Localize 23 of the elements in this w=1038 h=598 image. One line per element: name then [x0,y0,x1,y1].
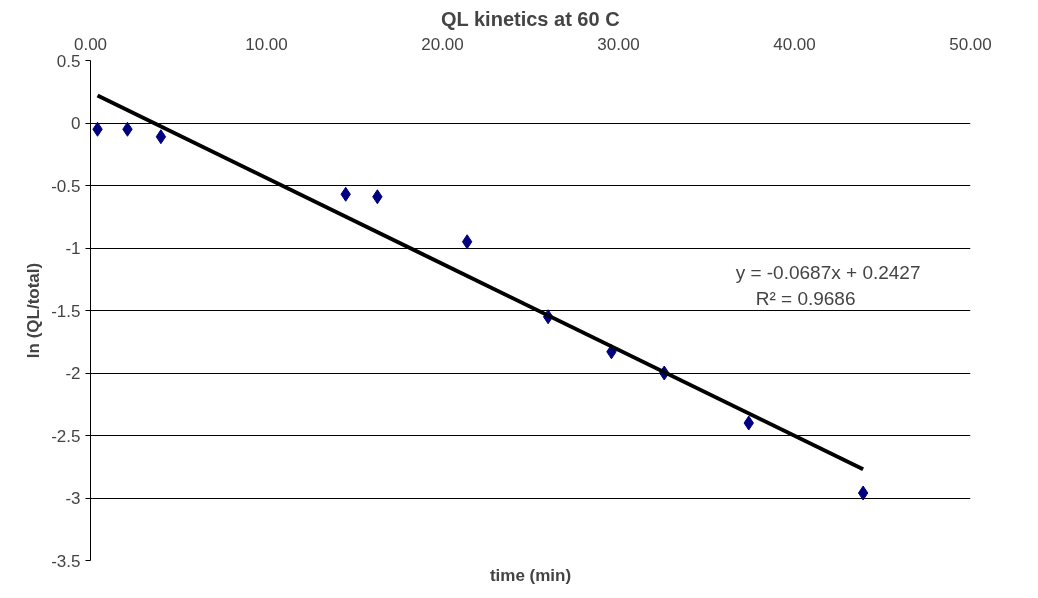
y-tick-label: -2 [65,364,81,383]
x-tick-label: 50.00 [949,34,992,54]
point [155,129,167,145]
y-tick-label: -1.5 [51,301,81,321]
y-tick-label: -3.5 [51,551,81,571]
y-tick-label: 0 [71,114,81,133]
x-axis-title: time (min) [489,565,572,585]
chart-title: QL kinetics at 60 C [441,7,620,30]
x-tick-label: 30.00 [597,34,640,54]
annotation: R² = 0.9686 [755,287,856,309]
annotation: y = -0.0687x + 0.2427 [735,261,921,283]
x-tick-label: 10.00 [245,34,288,54]
y-tick-label: -3 [65,489,81,508]
point [461,234,473,250]
point [857,485,869,501]
y-tick-label: -0.5 [51,176,81,196]
x-tick-label: 20.00 [421,34,464,54]
y-tick-label: 0.5 [56,51,81,71]
y-tick-label: -1 [65,239,81,258]
y-tick-label: -2.5 [51,426,81,446]
x-tick-label: 40.00 [773,34,816,54]
x-tick-label: 0.00 [73,34,108,54]
y-axis-title: ln (QL/total) [24,262,44,359]
